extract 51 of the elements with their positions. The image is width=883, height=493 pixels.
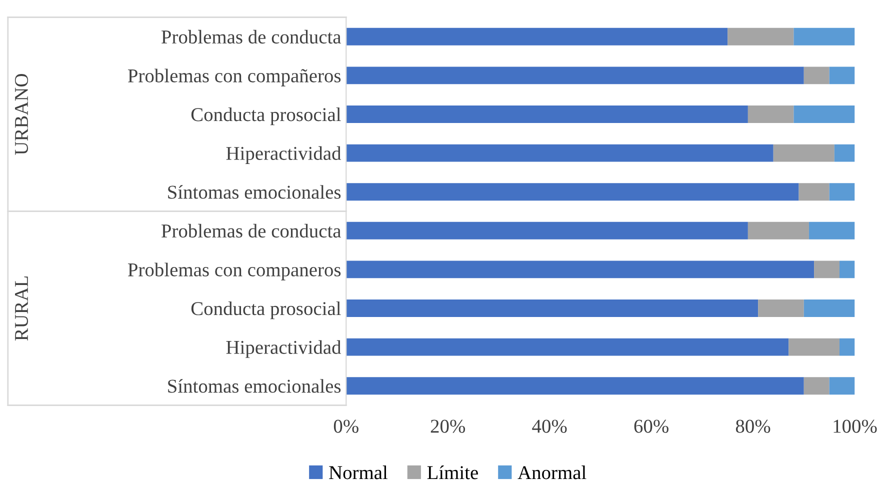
bar — [346, 260, 814, 278]
bar — [829, 183, 855, 201]
bar — [834, 144, 855, 162]
x-tick-label: 60% — [634, 420, 668, 433]
bar — [748, 106, 794, 123]
bar — [804, 377, 830, 395]
bar — [794, 28, 855, 46]
y-tick-label: Problemas de conducta — [161, 224, 342, 238]
bar — [346, 144, 774, 162]
y-tick-label: Conducta prosocial — [191, 302, 341, 320]
bar — [839, 338, 855, 356]
bar — [829, 377, 855, 395]
bar — [773, 144, 834, 162]
bar — [829, 66, 855, 84]
y-tick-label: Hiperactividad — [226, 340, 342, 358]
legend-label: Normal — [329, 466, 388, 480]
text: RURAL — [15, 276, 28, 341]
bar — [346, 222, 748, 240]
bar — [346, 300, 758, 317]
bar — [758, 300, 804, 317]
x-tick-label: 40% — [532, 420, 567, 433]
bar — [728, 28, 794, 46]
bar — [794, 106, 855, 123]
x-tick-label: 100% — [834, 420, 877, 433]
x-tick-label: 80% — [736, 420, 770, 433]
bar — [814, 260, 840, 278]
y-tick-label: Problemas de conducta — [161, 30, 342, 44]
bar — [346, 183, 799, 201]
text: URBANO — [14, 74, 28, 155]
bar — [804, 66, 830, 84]
y-tick-label: Hiperactividad — [226, 146, 342, 164]
legend-label: Límite — [427, 466, 478, 480]
bar — [346, 338, 789, 356]
y-tick-label: Síntomas emocionales — [168, 379, 341, 393]
y-tick-label: Síntomas emocionales — [168, 185, 341, 199]
bar — [346, 66, 804, 84]
bar — [798, 183, 830, 201]
bar — [346, 28, 728, 46]
bar — [808, 222, 855, 240]
bar — [839, 260, 855, 278]
bar — [346, 377, 804, 395]
legend-label: Anormal — [518, 466, 586, 480]
x-tick-label: 20% — [430, 420, 466, 433]
bar — [346, 106, 748, 123]
bar — [804, 300, 855, 317]
bar — [788, 338, 840, 356]
x-tick-label: 0% — [334, 420, 358, 433]
y-tick-label: Problemas con compañeros — [128, 68, 341, 86]
y-tick-label: Problemas con companeros — [128, 262, 341, 280]
y-tick-label: Conducta prosocial — [191, 108, 341, 126]
bar — [748, 222, 809, 240]
